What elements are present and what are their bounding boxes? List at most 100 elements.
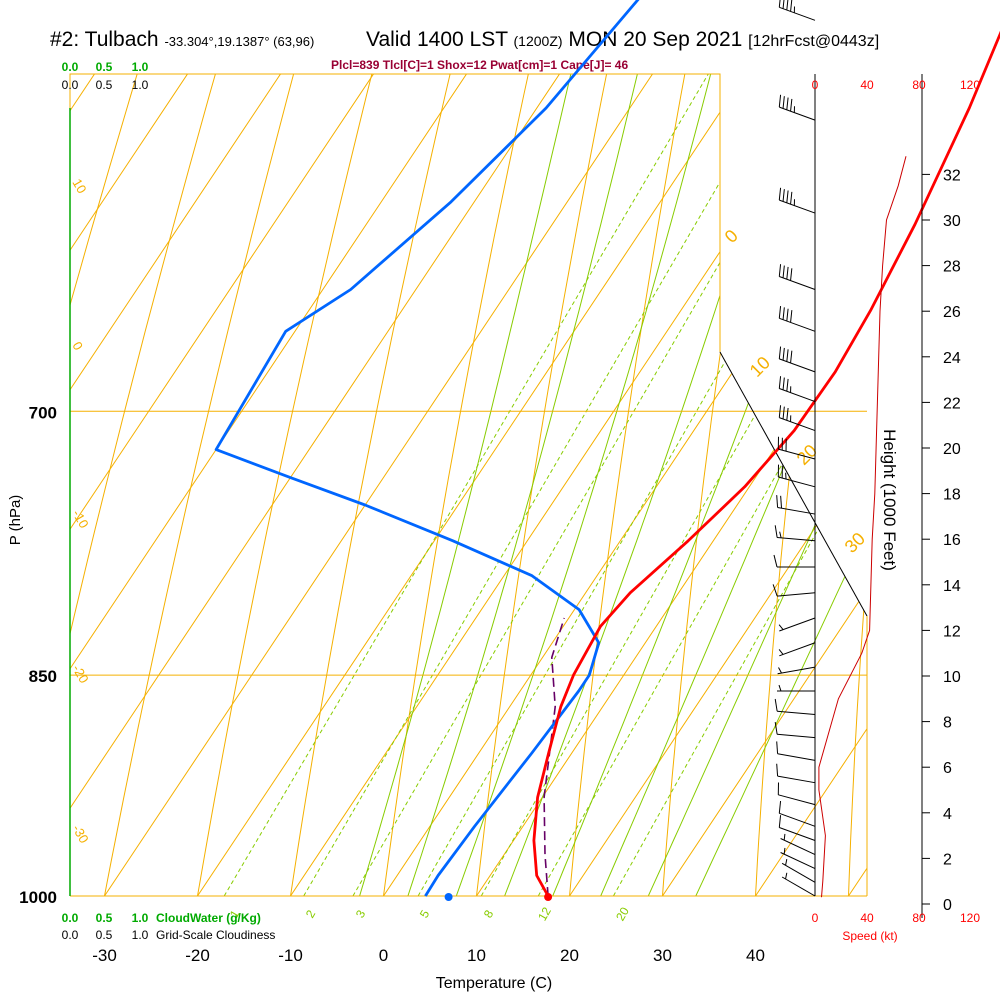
wind-barb-full (778, 815, 782, 828)
wind-barb-full (782, 406, 785, 419)
moist-adiabat-line (617, 74, 867, 896)
wind-barb-shaft (779, 812, 816, 827)
wind-barb-full (774, 525, 778, 538)
wind-barb-shaft (778, 476, 816, 488)
cloudiness-top-tick: 0.0 (62, 78, 79, 92)
dry-adiabat-line (70, 74, 518, 896)
wind-barb-full (776, 741, 779, 754)
dry-adiabat-line (846, 74, 867, 896)
isotherm-label: 30 (841, 529, 869, 557)
isotherm-line (476, 74, 867, 896)
wind-barb-shaft (779, 617, 816, 632)
isotherm-label: 10 (746, 353, 774, 381)
dry-adiabat-line (185, 74, 703, 896)
wind-barb-half (778, 649, 784, 655)
speed-bottom-tick: 40 (860, 911, 874, 925)
temperature-axis-title: Temperature (C) (436, 975, 552, 992)
wind-barb-full (778, 376, 782, 389)
wind-barb (774, 525, 816, 542)
wind-speed-line (818, 156, 907, 898)
cloudiness-label: Grid-Scale Cloudiness (156, 928, 275, 942)
wind-barb-shaft (779, 827, 816, 841)
wind-barb (778, 815, 816, 841)
wind-barb-shaft (777, 733, 816, 739)
wind-barb (781, 859, 816, 883)
mixing-ratio-label: 2 (303, 907, 319, 920)
wind-barb-full (778, 187, 782, 201)
isotherm-line (383, 74, 867, 896)
cloud-water-top-tick: 1.0 (132, 60, 149, 74)
wind-barb-shaft (779, 276, 816, 290)
surface-dewpoint-point (444, 893, 453, 901)
height-tick-label: 12 (943, 623, 961, 640)
wind-barb-full (782, 307, 785, 320)
moist-adiabat-line (338, 74, 852, 896)
wind-barb-shaft (781, 862, 816, 883)
wind-barb (776, 684, 816, 692)
wind-barb-full (786, 190, 789, 203)
dry-adiabat-line (563, 74, 867, 896)
wind-barb-full (786, 349, 789, 362)
date-label: MON 20 Sep 2021 (568, 28, 743, 51)
dry-adiabat-label: 10 (69, 176, 89, 196)
wind-barb (776, 741, 816, 761)
wind-barb (774, 722, 816, 739)
wind-barb-full (786, 378, 789, 392)
wind-barb (778, 376, 816, 403)
wind-barb-full (786, 97, 789, 110)
temperature-tick-label: 0 (379, 946, 388, 965)
wind-barb-shaft (777, 775, 816, 784)
wind-barb-shaft (781, 876, 816, 897)
wind-barb-shaft (777, 537, 816, 542)
wind-barb-shaft (777, 710, 816, 716)
wind-barb-full (778, 0, 781, 8)
wind-barb (780, 847, 816, 869)
cloud-water-bottom-tick: 1.0 (132, 911, 149, 925)
moist-adiabat-line (385, 74, 867, 896)
height-tick-label: 32 (943, 167, 961, 184)
dewpoint-line (214, 0, 640, 897)
valid-label: Valid 1400 LST (366, 28, 508, 51)
height-axis-title: Height (1000 Feet) (880, 429, 899, 571)
height-tick-label: 26 (943, 304, 961, 321)
moist-adiabat-line (571, 74, 867, 896)
cloudiness-top-tick: 0.5 (96, 78, 113, 92)
speed-bottom-tick: 80 (912, 911, 926, 925)
wind-barb-full (782, 347, 785, 361)
cloud-water-top-tick: 0.5 (96, 60, 113, 74)
speed-bottom-tick: 0 (812, 911, 819, 925)
moist-adiabat-line (431, 74, 867, 896)
wind-barb-full (772, 584, 778, 597)
speed-top-tick: 0 (812, 78, 819, 92)
wind-barb-shaft (779, 642, 816, 657)
height-tick-label: 18 (943, 487, 961, 504)
height-tick-label: 6 (943, 760, 952, 777)
wind-barb (778, 305, 816, 332)
wind-barb (778, 617, 816, 632)
isotherm-line (70, 74, 867, 896)
wind-barb-full (778, 94, 782, 108)
wind-barb (772, 584, 816, 597)
dry-adiabat-line (70, 74, 579, 896)
isotherm-line (70, 74, 867, 896)
wind-barb-half (779, 531, 782, 538)
wind-barb-shaft (777, 753, 816, 761)
stability-indices: Plcl=839 Tlcl[C]=1 Shox=12 Pwat[cm]=1 Ca… (331, 58, 629, 72)
temperature-tick-label: 20 (560, 946, 579, 965)
wind-barb-half (778, 667, 782, 674)
wind-barb-full (786, 0, 789, 11)
pressure-tick-label: 850 (29, 667, 57, 686)
wind-barb-full (790, 350, 793, 364)
cloudiness-top-tick: 1.0 (132, 78, 149, 92)
wind-barb (776, 763, 816, 784)
dry-adiabat-line (280, 74, 765, 896)
temperature-line (532, 30, 1000, 897)
wind-barb-full (790, 268, 793, 281)
temperature-tick-label: 30 (653, 946, 672, 965)
height-tick-label: 24 (943, 350, 961, 367)
height-tick-label: 22 (943, 395, 961, 412)
wind-barb-full (782, 0, 785, 9)
wind-barb (778, 800, 816, 827)
